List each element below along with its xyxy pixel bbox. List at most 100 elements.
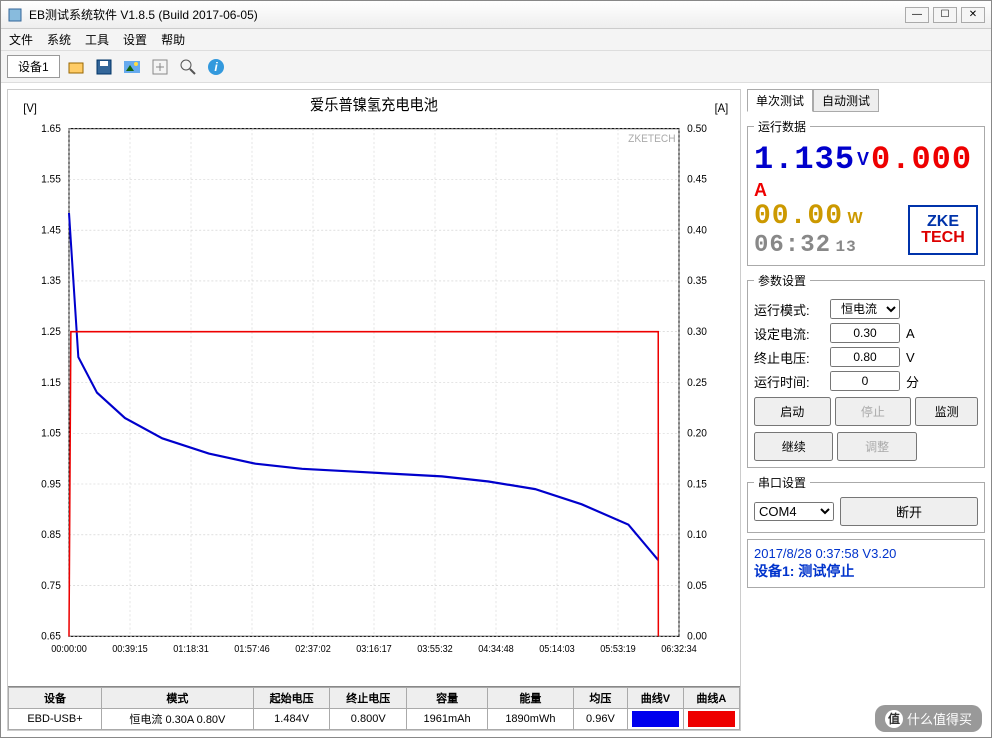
save-icon[interactable]	[92, 55, 116, 79]
cutoff-input[interactable]	[830, 347, 900, 367]
continue-button[interactable]: 继续	[754, 432, 833, 461]
svg-text:0.40: 0.40	[687, 224, 707, 236]
menu-help[interactable]: 帮助	[161, 31, 185, 48]
cell-avg: 0.96V	[573, 709, 628, 730]
device-tab[interactable]: 设备1	[7, 55, 60, 78]
voltage-readout: 1.135	[754, 141, 855, 178]
svg-text:1.45: 1.45	[41, 224, 61, 236]
runtime-input[interactable]	[830, 371, 900, 391]
menu-settings[interactable]: 设置	[123, 31, 147, 48]
menu-bar: 文件 系统 工具 设置 帮助	[1, 29, 991, 51]
monitor-button[interactable]: 监测	[915, 397, 978, 426]
start-button[interactable]: 启动	[754, 397, 831, 426]
minimize-button[interactable]: —	[905, 7, 929, 23]
svg-text:[V]: [V]	[23, 102, 37, 116]
time-readout: 06:32	[754, 232, 831, 259]
svg-text:1.05: 1.05	[41, 427, 61, 439]
svg-text:ZKETECH: ZKETECH	[628, 133, 675, 145]
svg-text:1.35: 1.35	[41, 275, 61, 287]
menu-tools[interactable]: 工具	[85, 31, 109, 48]
menu-system[interactable]: 系统	[47, 31, 71, 48]
export-icon[interactable]	[148, 55, 172, 79]
port-select[interactable]: COM4	[754, 502, 834, 521]
cell-cap: 1961mAh	[407, 709, 488, 730]
cell-energy: 1890mWh	[488, 709, 574, 730]
svg-text:06:32:34: 06:32:34	[661, 643, 697, 654]
svg-text:爱乐普镍氢充电电池: 爱乐普镍氢充电电池	[310, 96, 438, 114]
title-bar: EB测试系统软件 V1.8.5 (Build 2017-06-05) — ☐ ✕	[1, 1, 991, 29]
app-icon	[7, 7, 23, 23]
cutoff-label: 终止电压:	[754, 348, 824, 367]
mode-select[interactable]: 恒电流	[830, 299, 900, 319]
mode-label: 运行模式:	[754, 300, 824, 319]
cutoff-unit-label: V	[906, 350, 922, 365]
chart-svg: 爱乐普镍氢充电电池 [V] [A] ZKETECH 0.65 0.75 0.85 0.95 1.…	[8, 90, 740, 686]
svg-text:01:18:31: 01:18:31	[173, 643, 209, 654]
status-line: 设备1: 测试停止	[754, 561, 978, 581]
adjust-button[interactable]: 调整	[837, 432, 916, 461]
watermark: 值 什么值得买	[875, 705, 982, 732]
window-title: EB测试系统软件 V1.8.5 (Build 2017-06-05)	[29, 6, 905, 23]
test-mode-tabs: 单次测试 自动测试	[747, 89, 985, 112]
svg-text:05:53:19: 05:53:19	[600, 643, 636, 654]
current-label: 设定电流:	[754, 324, 824, 343]
close-button[interactable]: ✕	[961, 7, 985, 23]
svg-text:1.55: 1.55	[41, 173, 61, 185]
time-seconds: 13	[835, 238, 856, 256]
svg-text:00:39:15: 00:39:15	[112, 643, 148, 654]
cell-device: EBD-USB+	[9, 709, 102, 730]
svg-text:0.15: 0.15	[687, 478, 707, 490]
svg-text:03:16:17: 03:16:17	[356, 643, 392, 654]
results-table: 设备模式起始电压终止电压容量能量均压曲线V曲线A EBD-USB+ 恒电流 0.…	[8, 686, 740, 730]
svg-text:0.95: 0.95	[41, 478, 61, 490]
serial-panel: 串口设置 COM4 断开	[747, 474, 985, 533]
zoom-icon[interactable]	[176, 55, 200, 79]
svg-text:[A]: [A]	[715, 102, 729, 116]
svg-text:03:55:32: 03:55:32	[417, 643, 453, 654]
cell-vstart: 1.484V	[253, 709, 330, 730]
image-icon[interactable]	[120, 55, 144, 79]
maximize-button[interactable]: ☐	[933, 7, 957, 23]
power-readout: 00.00	[754, 201, 843, 232]
cell-vend: 0.800V	[330, 709, 407, 730]
stop-button[interactable]: 停止	[835, 397, 912, 426]
serial-legend: 串口设置	[754, 474, 810, 491]
voltage-unit: V	[857, 149, 869, 170]
svg-text:0.75: 0.75	[41, 580, 61, 592]
chart-area: 爱乐普镍氢充电电池 [V] [A] ZKETECH 0.65 0.75 0.85 0.95 1.…	[8, 90, 740, 686]
svg-text:0.00: 0.00	[687, 630, 707, 642]
svg-text:0.30: 0.30	[687, 326, 707, 338]
cell-swatch-v	[628, 709, 683, 730]
svg-text:0.50: 0.50	[687, 123, 707, 135]
svg-text:0.20: 0.20	[687, 427, 707, 439]
svg-text:0.65: 0.65	[41, 630, 61, 642]
svg-text:04:34:48: 04:34:48	[478, 643, 514, 654]
param-legend: 参数设置	[754, 272, 810, 289]
cell-swatch-a	[683, 709, 739, 730]
disconnect-button[interactable]: 断开	[840, 497, 978, 526]
run-data-legend: 运行数据	[754, 118, 810, 135]
svg-text:1.25: 1.25	[41, 326, 61, 338]
current-unit: A	[754, 180, 767, 201]
open-icon[interactable]	[64, 55, 88, 79]
current-readout: 0.000	[871, 141, 972, 178]
param-panel: 参数设置 运行模式: 恒电流 设定电流: A 终止电压: V 运行时间:	[747, 272, 985, 468]
svg-text:1.15: 1.15	[41, 376, 61, 388]
info-icon[interactable]: i	[204, 55, 228, 79]
current-input[interactable]	[830, 323, 900, 343]
menu-file[interactable]: 文件	[9, 31, 33, 48]
runtime-unit-label: 分	[906, 372, 922, 391]
svg-text:00:00:00: 00:00:00	[51, 643, 87, 654]
svg-text:0.35: 0.35	[687, 275, 707, 287]
tab-single-test[interactable]: 单次测试	[747, 89, 813, 112]
device-toolbar: 设备1 i	[1, 51, 991, 83]
tab-auto-test[interactable]: 自动测试	[813, 89, 879, 112]
run-data-panel: 运行数据 1.135 V 0.000 A 00.00 W 06:32	[747, 118, 985, 266]
svg-text:0.85: 0.85	[41, 529, 61, 541]
power-unit: W	[847, 210, 862, 227]
svg-text:0.45: 0.45	[687, 173, 707, 185]
status-timestamp: 2017/8/28 0:37:58 V3.20	[754, 546, 978, 561]
runtime-label: 运行时间:	[754, 372, 824, 391]
zketech-logo: ZKE TECH	[908, 205, 978, 255]
svg-text:1.65: 1.65	[41, 123, 61, 135]
